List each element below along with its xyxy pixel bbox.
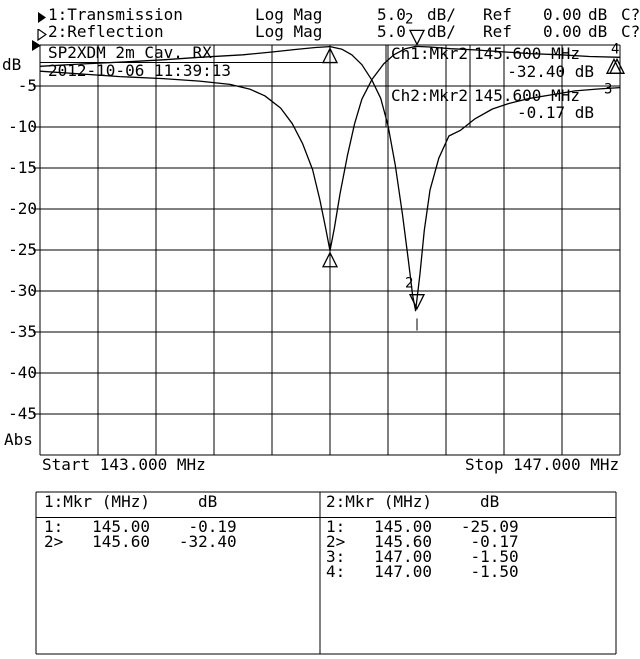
trace-transmission <box>39 45 621 312</box>
marker-2-ch1-number: 2 <box>405 276 413 292</box>
marker-4-ch2-icon <box>608 57 626 74</box>
marker-1-ch2-icon <box>321 251 339 268</box>
trace-reflection <box>39 45 621 252</box>
marker-2-ch2-icon <box>408 29 426 46</box>
marker-4-ch2-number: 4 <box>611 41 619 57</box>
marker-3-ch2-number: 3 <box>604 81 612 97</box>
marker-2-ch1-icon <box>408 294 426 311</box>
marker-1-ch1-icon <box>321 47 339 64</box>
ref-level-indicator-icon <box>32 40 41 51</box>
marker-2-ch2-number: 2 <box>405 11 413 27</box>
